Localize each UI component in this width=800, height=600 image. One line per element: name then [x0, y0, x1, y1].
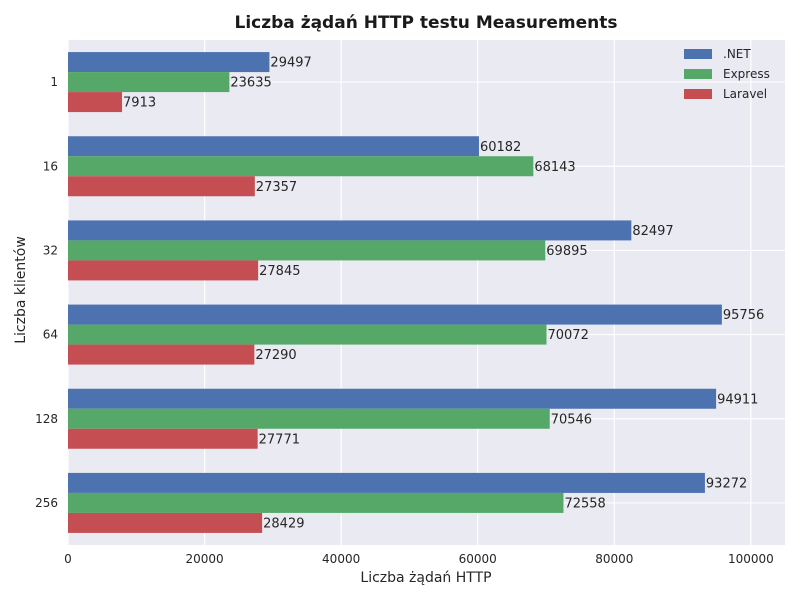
legend-label: .NET	[723, 47, 751, 61]
bar	[68, 156, 534, 177]
y-tick-label: 256	[35, 496, 58, 510]
bar-value-label: 68143	[534, 160, 575, 175]
x-axis-label: Liczba żądań HTTP	[360, 570, 491, 586]
y-tick-label: 16	[43, 159, 58, 173]
bar	[68, 304, 722, 325]
legend-label: Express	[723, 67, 770, 81]
chart-title: Liczba żądań HTTP testu Measurements	[235, 13, 618, 33]
legend-swatch	[684, 89, 712, 99]
legend-swatch	[684, 69, 712, 79]
bar-value-label: 82497	[632, 224, 673, 239]
bar-value-label: 27357	[256, 180, 297, 195]
legend-label: Laravel	[723, 87, 767, 101]
bar-labels: 29497 23635 7913 60182 68143 27357 82497 69895 2…	[123, 56, 764, 532]
y-tick-label: 1	[50, 75, 58, 89]
x-tick-label: 0	[64, 552, 72, 566]
bar	[68, 472, 705, 493]
bar-value-label: 70546	[551, 412, 592, 427]
bar	[68, 92, 123, 113]
bar-value-label: 29497	[270, 56, 311, 71]
bars	[68, 52, 722, 533]
x-tick-label: 20000	[185, 552, 223, 566]
y-tick-label: 32	[43, 243, 58, 257]
legend-swatch	[684, 49, 712, 59]
bar	[68, 492, 564, 513]
bar-value-label: 28429	[263, 516, 304, 531]
bar	[68, 52, 270, 73]
bar	[68, 72, 230, 93]
bar	[68, 408, 550, 429]
bar-value-label: 93272	[706, 476, 747, 491]
bar-value-label: 69895	[546, 244, 587, 259]
bar	[68, 240, 546, 261]
y-tick-label: 64	[43, 328, 58, 342]
x-tick-label: 80000	[595, 552, 633, 566]
bar-value-label: 27771	[259, 432, 300, 447]
plot-background	[68, 40, 785, 545]
bar	[68, 344, 255, 365]
bar	[68, 136, 479, 157]
bar	[68, 512, 263, 533]
bar-value-label: 27845	[259, 264, 300, 279]
bar-value-label: 72558	[564, 496, 605, 511]
bar-value-label: 27290	[255, 348, 296, 363]
bar-value-label: 94911	[717, 392, 758, 407]
bar	[68, 220, 632, 241]
bar	[68, 324, 547, 345]
x-tick-label: 60000	[459, 552, 497, 566]
bar-value-label: 70072	[547, 328, 588, 343]
bar	[68, 260, 259, 281]
y-tick-label: 128	[35, 412, 58, 426]
bar	[68, 388, 717, 409]
bar	[68, 428, 258, 449]
bar	[68, 176, 255, 197]
x-axis-ticks: 0 20000 40000 60000 80000 100000	[64, 552, 774, 566]
y-axis-ticks: 1 16 32 64 128 256	[35, 75, 58, 510]
bar-value-label: 23635	[230, 76, 271, 91]
legend: .NET Express Laravel	[684, 47, 770, 101]
bar-value-label: 95756	[723, 308, 764, 323]
bar-value-label: 60182	[480, 140, 521, 155]
bar-value-label: 7913	[123, 96, 156, 111]
y-axis-label: Liczba klientów	[13, 236, 29, 344]
x-tick-label: 40000	[322, 552, 360, 566]
x-tick-label: 100000	[728, 552, 774, 566]
